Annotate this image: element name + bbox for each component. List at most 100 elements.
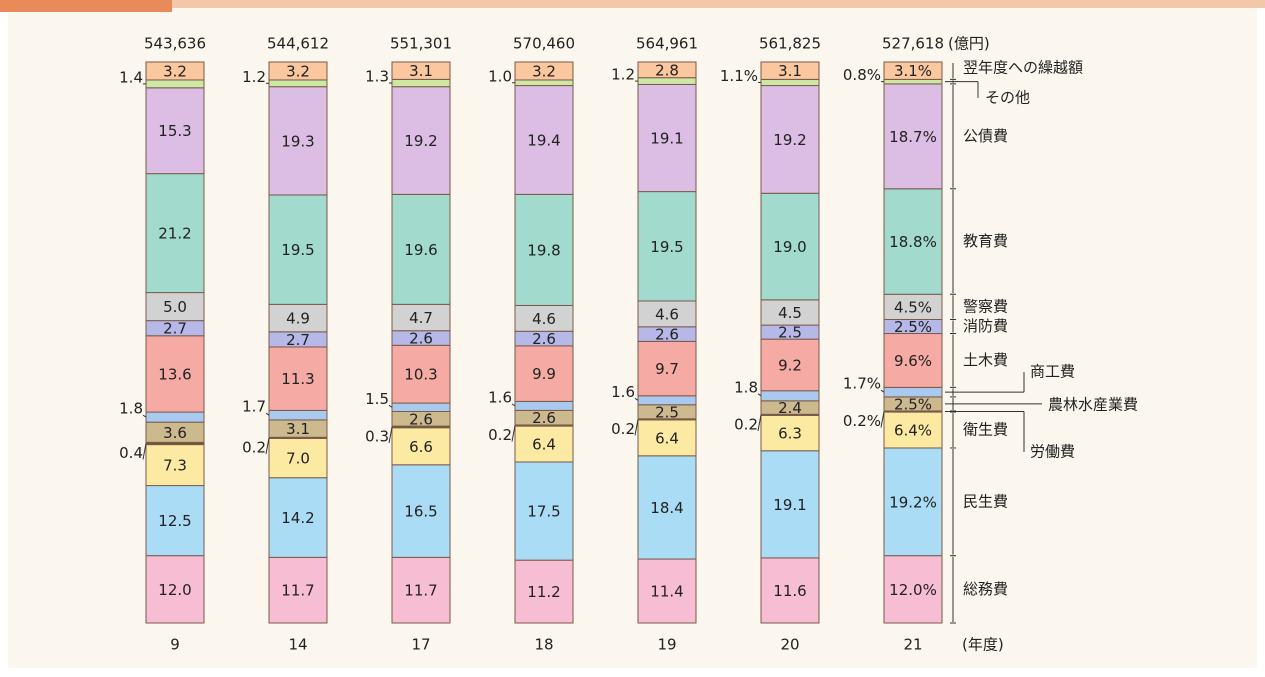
bar-segment — [883, 447, 943, 557]
value-label: 0.8% — [843, 66, 881, 84]
bar-segment — [514, 400, 574, 411]
total-label: 570,460 — [513, 35, 575, 53]
leader-line — [757, 414, 762, 431]
panel — [8, 8, 1257, 668]
value-label: 18.4 — [650, 499, 683, 517]
value-label: 3.1 — [778, 62, 802, 80]
value-label: 19.5 — [650, 238, 683, 256]
value-label: 0.2 — [734, 415, 758, 433]
value-label: 1.1% — [720, 67, 758, 85]
bar-segment — [514, 193, 574, 306]
value-label: 4.6 — [655, 305, 679, 323]
bar-segment — [514, 85, 574, 195]
value-label: 2.6 — [409, 410, 433, 428]
bar-segment — [637, 455, 697, 560]
bar-segment — [514, 425, 574, 463]
value-label: 1.4 — [119, 68, 143, 86]
bar-segment — [883, 555, 943, 624]
total-label: 543,636 — [144, 35, 206, 53]
value-label: 4.5 — [778, 304, 802, 322]
bar-segment — [268, 477, 328, 558]
value-label: 2.6 — [532, 330, 556, 348]
bar-segment — [760, 299, 820, 326]
leader-line — [265, 412, 270, 416]
x-tick-label: 9 — [170, 636, 180, 654]
value-label: 0.2 — [488, 426, 512, 444]
value-label: 19.3 — [281, 132, 314, 150]
value-label: 1.0 — [488, 67, 512, 85]
value-label: 2.6 — [655, 326, 679, 344]
value-label: 1.2 — [242, 68, 266, 86]
value-label: 6.4 — [655, 429, 679, 447]
x-tick-label: 19 — [657, 636, 676, 654]
legend-label: その他 — [985, 89, 1030, 107]
legend-label: 農林水産業費 — [1048, 396, 1138, 414]
leader-line — [634, 419, 639, 436]
value-label: 12.0 — [158, 581, 191, 599]
legend-label: 教育費 — [963, 232, 1008, 250]
leader-line — [880, 411, 885, 428]
value-label: 19.8 — [527, 241, 560, 259]
value-label: 19.4 — [527, 131, 560, 149]
bar-segment — [883, 333, 943, 388]
bar-segment — [145, 61, 205, 81]
bar-segment — [391, 86, 451, 195]
bar-segment — [883, 61, 943, 80]
value-label: 7.3 — [163, 457, 187, 475]
value-label: 3.1% — [894, 62, 932, 80]
value-label: 11.2 — [527, 583, 560, 601]
value-label: 3.1 — [286, 420, 310, 438]
bar-segment — [883, 83, 943, 190]
leader-line — [634, 397, 639, 401]
bar-segment — [268, 61, 328, 81]
bar-segment — [637, 558, 697, 624]
bar-segment — [145, 411, 205, 423]
bar-segment — [268, 194, 328, 305]
value-label: 17.5 — [527, 503, 560, 521]
legend-label: 労働費 — [1030, 443, 1075, 461]
value-label: 11.7 — [281, 582, 314, 600]
legend-label: 総務費 — [963, 580, 1008, 598]
bar-segment — [760, 414, 820, 452]
value-label: 4.6 — [532, 310, 556, 328]
bar-segment — [268, 86, 328, 196]
value-label: 1.8 — [119, 400, 143, 418]
x-tick-label: 21 — [903, 636, 922, 654]
bar-segment — [145, 79, 205, 89]
value-label: 12.5 — [158, 512, 191, 530]
value-label: 13.6 — [158, 365, 191, 383]
leader-line — [511, 403, 516, 407]
bar-segment — [514, 559, 574, 624]
value-label: 10.3 — [404, 366, 437, 384]
bar-segment — [391, 344, 451, 404]
value-label: 4.5% — [894, 298, 932, 316]
bar-segment — [145, 555, 205, 624]
value-label: 3.2 — [286, 62, 310, 80]
value-label: 19.2 — [404, 132, 437, 150]
bar-segment — [268, 79, 328, 88]
legend-label: 警察費 — [963, 297, 1008, 315]
value-label: 0.2% — [843, 412, 881, 430]
value-label: 0.4 — [119, 444, 143, 462]
leader-line — [511, 425, 516, 442]
bar-segment — [145, 335, 205, 413]
top-band — [0, 0, 1265, 8]
total-label: 564,961 — [636, 35, 698, 53]
value-label: 1.2 — [611, 66, 635, 84]
value-label: 6.3 — [778, 425, 802, 443]
bar-segment — [391, 193, 451, 305]
bar-segment — [145, 87, 205, 175]
bar-segment — [760, 450, 820, 559]
value-label: 1.3 — [365, 68, 389, 86]
value-label: 3.2 — [532, 62, 556, 80]
bar-segment — [391, 303, 451, 332]
value-label: 2.4 — [778, 399, 802, 417]
total-label: 561,825 — [759, 35, 821, 53]
value-label: 1.6 — [611, 383, 635, 401]
bar-segment — [391, 61, 451, 80]
value-label: 4.7 — [409, 309, 433, 327]
bar-segment — [514, 61, 574, 81]
value-label: 9.6% — [894, 352, 932, 370]
value-label: 18.8% — [889, 233, 937, 251]
